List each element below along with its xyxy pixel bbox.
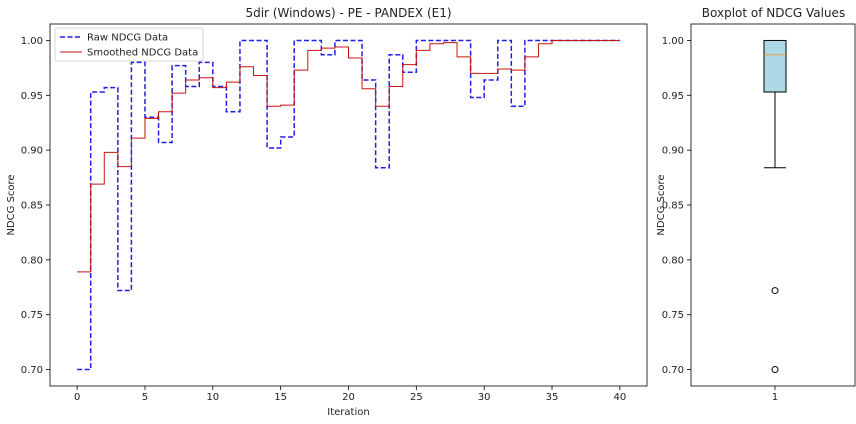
y-tick-label: 0.70 xyxy=(21,365,43,376)
boxplot-y-tick-label: 0.70 xyxy=(662,365,684,376)
outlier-point xyxy=(771,366,779,374)
boxplot-y-axis-label: NDCG Score xyxy=(656,174,667,235)
y-tick-label: 0.80 xyxy=(21,255,43,266)
x-tick-label: 25 xyxy=(410,392,423,403)
line-chart: 5dir (Windows) - PE - PANDEX (E1) 0 5 10 15 2… xyxy=(6,6,648,418)
boxplot-y-tick-label: 0.95 xyxy=(662,91,684,102)
boxplot-chart: Boxplot of NDCG Values 1 0.70 0.75 0.80 0.85 0… xyxy=(656,6,856,403)
series-line-smoothed xyxy=(77,39,620,273)
legend-entry-label: Raw NDCG Data xyxy=(87,33,168,44)
x-tick-label: 15 xyxy=(274,392,287,403)
x-axis-label: Iteration xyxy=(327,407,369,418)
y-tick-label: 1.00 xyxy=(21,36,43,47)
y-tick-label: 0.95 xyxy=(21,91,43,102)
x-tick-label: 20 xyxy=(342,392,355,403)
outlier-point xyxy=(771,287,779,295)
x-tick-label: 30 xyxy=(478,392,491,403)
boxplot-y-tick-label: 0.75 xyxy=(662,310,684,321)
box xyxy=(763,39,787,93)
y-axis-label: NDCG Score xyxy=(6,174,17,235)
legend-box xyxy=(54,27,204,62)
legend: Raw NDCG Data Smoothed NDCG Data xyxy=(54,27,204,62)
legend-entry-label: Smoothed NDCG Data xyxy=(87,48,198,59)
series-line-raw xyxy=(77,39,620,371)
boxplot-title: Boxplot of NDCG Values xyxy=(702,6,845,20)
boxplot-y-tick-label: 0.90 xyxy=(662,146,684,157)
x-tick-label: 10 xyxy=(206,392,219,403)
x-tick-label: 40 xyxy=(613,392,626,403)
boxplot-y-tick-label: 0.80 xyxy=(662,255,684,266)
boxplot-y-tick-label: 1.00 xyxy=(662,36,684,47)
x-tick-label: 35 xyxy=(546,392,559,403)
x-tick-label: 0 xyxy=(74,392,80,403)
y-tick-label: 0.85 xyxy=(21,201,43,212)
y-tick-label: 0.90 xyxy=(21,146,43,157)
x-tick-label: 5 xyxy=(142,392,148,403)
y-tick-label: 0.75 xyxy=(21,310,43,321)
boxplot-x-tick-label: 1 xyxy=(772,392,778,403)
boxplot-y-tick-label: 0.85 xyxy=(662,201,684,212)
plot-frame xyxy=(49,23,648,387)
chart-title: 5dir (Windows) - PE - PANDEX (E1) xyxy=(245,6,451,20)
